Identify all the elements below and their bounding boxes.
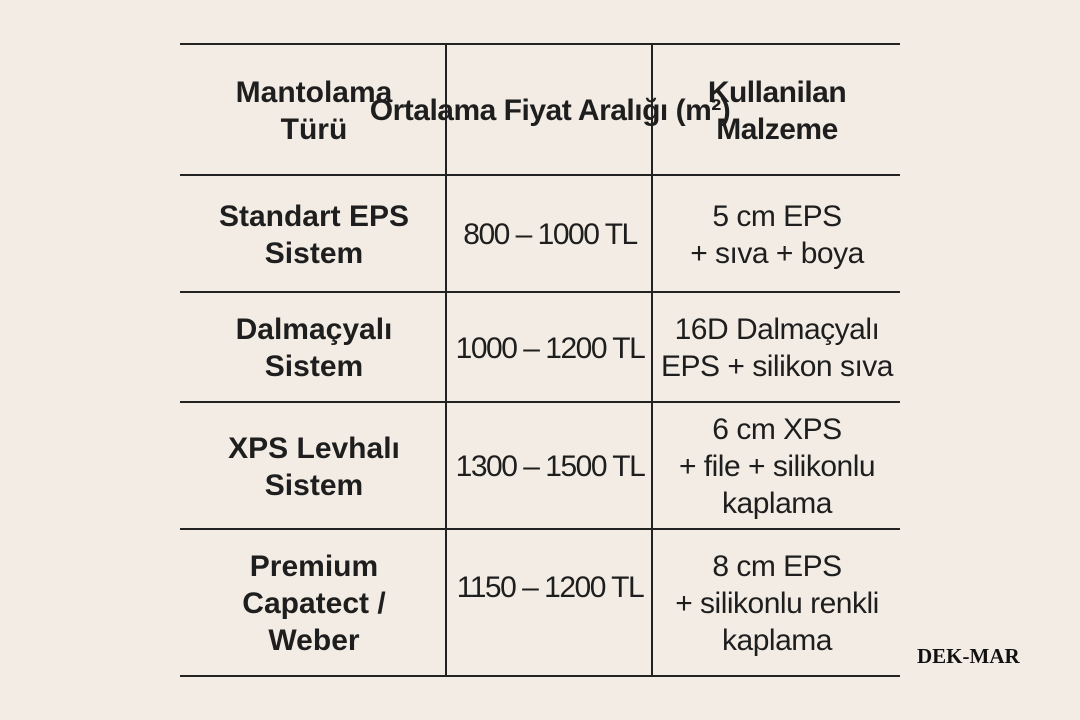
row-4-material: 8 cm EPS + silikonlu renkli kaplama xyxy=(675,550,879,657)
header-material: Kullanilan Malzeme xyxy=(707,75,847,146)
row-divider xyxy=(180,401,900,403)
row-2-price: 1000 – 1200 TL xyxy=(455,331,646,365)
row-4-type: Premium Capatect / Weber xyxy=(242,550,386,657)
row-divider xyxy=(180,528,900,530)
row-divider xyxy=(180,174,900,176)
row-divider xyxy=(180,291,900,293)
row-1-price: 800 – 1000 TL xyxy=(463,218,638,251)
row-1-type: Standart EPS Sistem xyxy=(218,199,410,270)
row-2-material: 16D Dalmaçyalı EPS + silikon sıva xyxy=(661,313,893,383)
header-price: Ortalama Fiyat Aralığı (m²) xyxy=(369,94,731,127)
header-type: Mantolama Türü xyxy=(235,75,393,146)
row-4-price: 1150 – 1200 TL xyxy=(456,571,645,604)
column-divider xyxy=(445,44,447,677)
column-divider xyxy=(651,44,653,677)
row-1-material: 5 cm EPS + sıva + boya xyxy=(690,199,864,270)
table-border-bottom xyxy=(180,675,900,677)
row-3-material: 6 cm XPS + file + silikonlu kaplama xyxy=(678,413,876,520)
row-2-type: Dalmaçyalı Sistem xyxy=(235,313,393,383)
table-border-top xyxy=(180,43,900,45)
row-3-price: 1300 – 1500 TL xyxy=(455,450,646,483)
row-3-type: XPS Levhalı Sistem xyxy=(228,431,400,502)
watermark-logo: DEK-MAR xyxy=(917,644,1020,668)
